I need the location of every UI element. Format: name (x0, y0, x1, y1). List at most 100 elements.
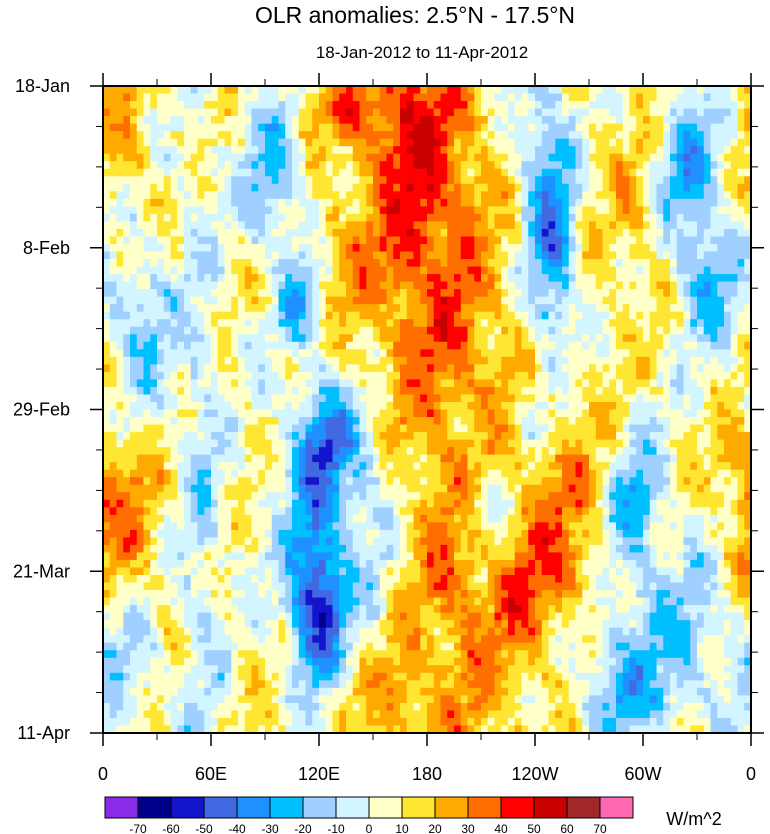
heatmap-cell (292, 394, 300, 403)
heatmap-cell (676, 274, 685, 283)
heatmap-cell (690, 123, 698, 132)
heatmap-cell (325, 259, 334, 268)
heatmap-cell (636, 326, 644, 335)
heatmap-cell (339, 289, 347, 298)
heatmap-cell (325, 176, 334, 185)
heatmap-cell (285, 116, 293, 125)
heatmap-cell (150, 311, 158, 320)
heatmap-cell (474, 161, 482, 170)
heatmap-cell (494, 401, 502, 411)
heatmap-cell (548, 379, 556, 388)
heatmap-cell (238, 213, 246, 223)
heatmap-cell (204, 274, 212, 283)
heatmap-cell (562, 86, 570, 95)
heatmap-cell (184, 469, 192, 478)
heatmap-cell (184, 138, 192, 147)
heatmap-cell (116, 379, 124, 388)
heatmap-cell (150, 161, 158, 170)
heatmap-cell (676, 311, 685, 320)
heatmap-cell (447, 161, 455, 170)
heatmap-cell (190, 334, 199, 343)
heatmap-cell (670, 409, 678, 418)
heatmap-cell (366, 281, 374, 290)
heatmap-cell (265, 334, 273, 343)
heatmap-cell (379, 93, 388, 102)
heatmap-cell (622, 86, 631, 95)
heatmap-cell (703, 123, 712, 132)
heatmap-cell (676, 371, 685, 380)
heatmap-cell (346, 454, 354, 463)
heatmap-cell (136, 326, 145, 335)
heatmap-cell (724, 394, 732, 403)
heatmap-cell (103, 168, 111, 177)
heatmap-cell (710, 93, 718, 102)
heatmap-cell (109, 341, 118, 350)
heatmap-cell (717, 198, 725, 207)
heatmap-cell (595, 221, 604, 230)
heatmap-cell (494, 213, 502, 223)
heatmap-cell (595, 304, 604, 313)
heatmap-cell (568, 236, 577, 245)
heatmap-cell (724, 251, 732, 260)
heatmap-cell (170, 213, 178, 223)
heatmap-cell (258, 116, 266, 125)
heatmap-cell (136, 304, 145, 313)
heatmap-cell (676, 417, 685, 426)
heatmap-cell (501, 319, 509, 328)
heatmap-cell (163, 259, 172, 268)
heatmap-cell (602, 311, 610, 320)
heatmap-cell (676, 439, 685, 448)
heatmap-cell (258, 259, 266, 268)
heatmap-cell (231, 447, 239, 456)
heatmap-cell (643, 432, 651, 441)
heatmap-cell (366, 259, 374, 268)
heatmap-cell (406, 101, 415, 110)
heatmap-cell (609, 101, 617, 110)
heatmap-cell (622, 289, 631, 298)
heatmap-cell (271, 138, 280, 147)
heatmap-cell (130, 191, 138, 200)
heatmap-cell (724, 168, 732, 177)
heatmap-cell (271, 296, 280, 305)
heatmap-cell (305, 168, 313, 177)
heatmap-cell (190, 447, 199, 456)
heatmap-cell (474, 251, 482, 260)
heatmap-cell (400, 289, 408, 298)
heatmap-cell (690, 183, 698, 192)
heatmap-cell (676, 108, 685, 117)
heatmap-cell (224, 93, 232, 102)
heatmap-cell (703, 334, 712, 343)
heatmap-cell (555, 469, 563, 478)
heatmap-cell (582, 131, 590, 140)
heatmap-cell (325, 394, 334, 403)
heatmap-cell (292, 183, 300, 192)
heatmap-cell (420, 274, 428, 283)
heatmap-cell (373, 108, 381, 117)
heatmap-cell (609, 326, 617, 335)
heatmap-cell (413, 86, 421, 95)
heatmap-cell (325, 379, 334, 388)
heatmap-cell (339, 281, 347, 290)
heatmap-cell (562, 409, 570, 418)
heatmap-cell (676, 394, 685, 403)
heatmap-cell (474, 236, 482, 245)
heatmap-cell (636, 447, 644, 456)
heatmap-cell (616, 108, 624, 117)
heatmap-cell (177, 394, 185, 403)
heatmap-cell (332, 454, 340, 463)
heatmap-cell (413, 274, 421, 283)
heatmap-cell (366, 123, 374, 132)
heatmap-cell (474, 319, 482, 328)
heatmap-cell (501, 146, 509, 155)
heatmap-cell (163, 101, 172, 110)
heatmap-cell (251, 221, 259, 230)
heatmap-cell (312, 153, 320, 162)
heatmap-cell (528, 379, 536, 388)
heatmap-cell (143, 116, 151, 125)
heatmap-cell (332, 349, 340, 358)
heatmap-cell (433, 138, 442, 147)
heatmap-cell (109, 356, 118, 365)
heatmap-cell (663, 131, 671, 140)
heatmap-cell (703, 364, 712, 373)
heatmap-cell (730, 379, 739, 388)
